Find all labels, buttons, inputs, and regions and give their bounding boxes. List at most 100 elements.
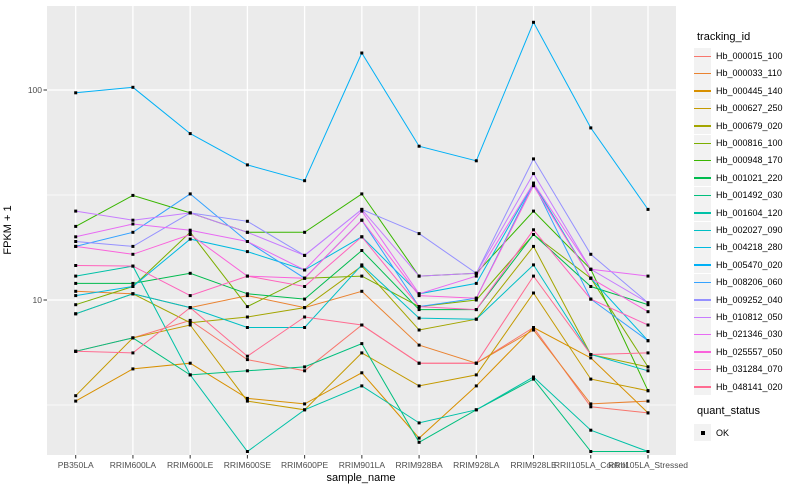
data-point xyxy=(131,230,135,234)
data-point xyxy=(131,85,135,89)
data-point xyxy=(303,285,307,288)
data-point xyxy=(245,399,249,403)
ok-square-marker-icon xyxy=(694,424,711,441)
data-point xyxy=(417,316,421,320)
legend-entry-Hb_002027_090: Hb_002027_090 xyxy=(694,221,783,239)
series-color-line-icon xyxy=(694,291,711,309)
data-point xyxy=(589,356,593,360)
legend-entry-Hb_048141_020: Hb_048141_020 xyxy=(694,378,783,396)
legend-label: Hb_001604_120 xyxy=(716,207,783,218)
legend-label: Hb_000948_170 xyxy=(716,155,783,166)
legend: tracking_id Hb_000015_100 Hb_000033_110 Hb… xyxy=(690,0,800,500)
data-point xyxy=(74,394,78,398)
data-point xyxy=(360,207,364,211)
data-point xyxy=(360,209,364,213)
data-point xyxy=(532,172,535,176)
legend-entry-Hb_021346_030: Hb_021346_030 xyxy=(694,325,783,343)
legend-label: Hb_021346_030 xyxy=(716,329,783,340)
data-point xyxy=(188,361,192,365)
data-point xyxy=(74,289,78,293)
data-point xyxy=(589,126,593,130)
data-point xyxy=(646,301,650,305)
data-point xyxy=(303,230,307,234)
series-color-line-icon xyxy=(694,134,711,152)
data-point xyxy=(532,375,535,379)
data-point xyxy=(417,384,421,388)
y-axis-title: FPKM + 1 xyxy=(2,205,14,255)
data-point xyxy=(417,308,421,312)
data-point xyxy=(474,408,478,412)
data-point xyxy=(245,358,249,362)
data-point xyxy=(646,207,650,211)
legend-entry-quant-ok: OK xyxy=(694,424,729,441)
legend-entry-Hb_000948_170: Hb_000948_170 xyxy=(694,151,783,169)
legend-label: Hb_048141_020 xyxy=(716,381,783,392)
data-point xyxy=(188,233,192,236)
legend-label: Hb_031284_070 xyxy=(716,364,783,375)
data-point xyxy=(646,369,650,373)
x-tick-label: RRIM928BA xyxy=(395,460,443,470)
data-point xyxy=(474,271,478,275)
data-point xyxy=(245,305,249,309)
data-point xyxy=(646,310,650,314)
data-point xyxy=(417,328,421,332)
data-point xyxy=(245,219,249,223)
data-point xyxy=(646,323,650,327)
data-point xyxy=(417,421,421,425)
y-tick-label: 10 xyxy=(32,295,42,305)
data-point xyxy=(303,276,307,280)
legend-entry-Hb_010812_050: Hb_010812_050 xyxy=(694,308,783,326)
legend-entry-Hb_000816_100: Hb_000816_100 xyxy=(694,134,783,152)
legend-entry-Hb_000015_100: Hb_000015_100 xyxy=(694,47,783,65)
data-point xyxy=(303,402,307,406)
data-point xyxy=(532,263,535,267)
data-point xyxy=(417,144,421,148)
data-point xyxy=(532,377,535,381)
x-tick-label: RRIM901LA xyxy=(338,460,385,470)
data-point xyxy=(417,440,421,444)
data-point xyxy=(474,384,478,388)
legend-label: Hb_004218_280 xyxy=(716,242,783,253)
legend-label: Hb_001492_030 xyxy=(716,190,783,201)
series-color-line-icon xyxy=(694,82,711,100)
data-point xyxy=(360,235,364,239)
series-color-line-icon xyxy=(694,308,711,326)
data-point xyxy=(188,211,192,215)
data-point xyxy=(417,343,421,347)
data-point xyxy=(74,349,78,353)
data-point xyxy=(245,294,249,298)
data-point xyxy=(245,396,249,400)
data-point xyxy=(245,292,249,296)
data-point xyxy=(589,285,593,288)
legend-label: Hb_000033_110 xyxy=(716,68,782,79)
series-color-line-icon xyxy=(694,169,711,187)
legend-title-quant-status: quant_status xyxy=(697,405,760,417)
data-point xyxy=(131,367,135,371)
data-point xyxy=(417,274,421,278)
data-point xyxy=(74,281,78,285)
data-point xyxy=(131,222,135,226)
data-point xyxy=(532,291,535,295)
legend-label: Hb_009252_040 xyxy=(716,294,783,305)
data-point xyxy=(303,179,307,183)
data-point xyxy=(417,361,421,365)
data-point xyxy=(303,306,307,310)
data-point xyxy=(646,450,650,453)
data-point xyxy=(589,377,593,381)
data-point xyxy=(589,405,593,409)
x-tick-label: PB350LA xyxy=(57,460,94,470)
legend-label-ok: OK xyxy=(716,427,730,438)
data-point xyxy=(74,235,78,239)
data-point xyxy=(303,253,307,257)
data-point xyxy=(589,402,593,406)
data-point xyxy=(74,240,78,243)
series-color-line-icon xyxy=(694,360,711,378)
data-point xyxy=(532,274,535,278)
data-point xyxy=(188,192,192,196)
data-point xyxy=(188,132,192,136)
legend-label: Hb_000445_140 xyxy=(716,85,783,96)
legend-entry-Hb_005470_020: Hb_005470_020 xyxy=(694,256,783,274)
data-point xyxy=(646,351,650,355)
